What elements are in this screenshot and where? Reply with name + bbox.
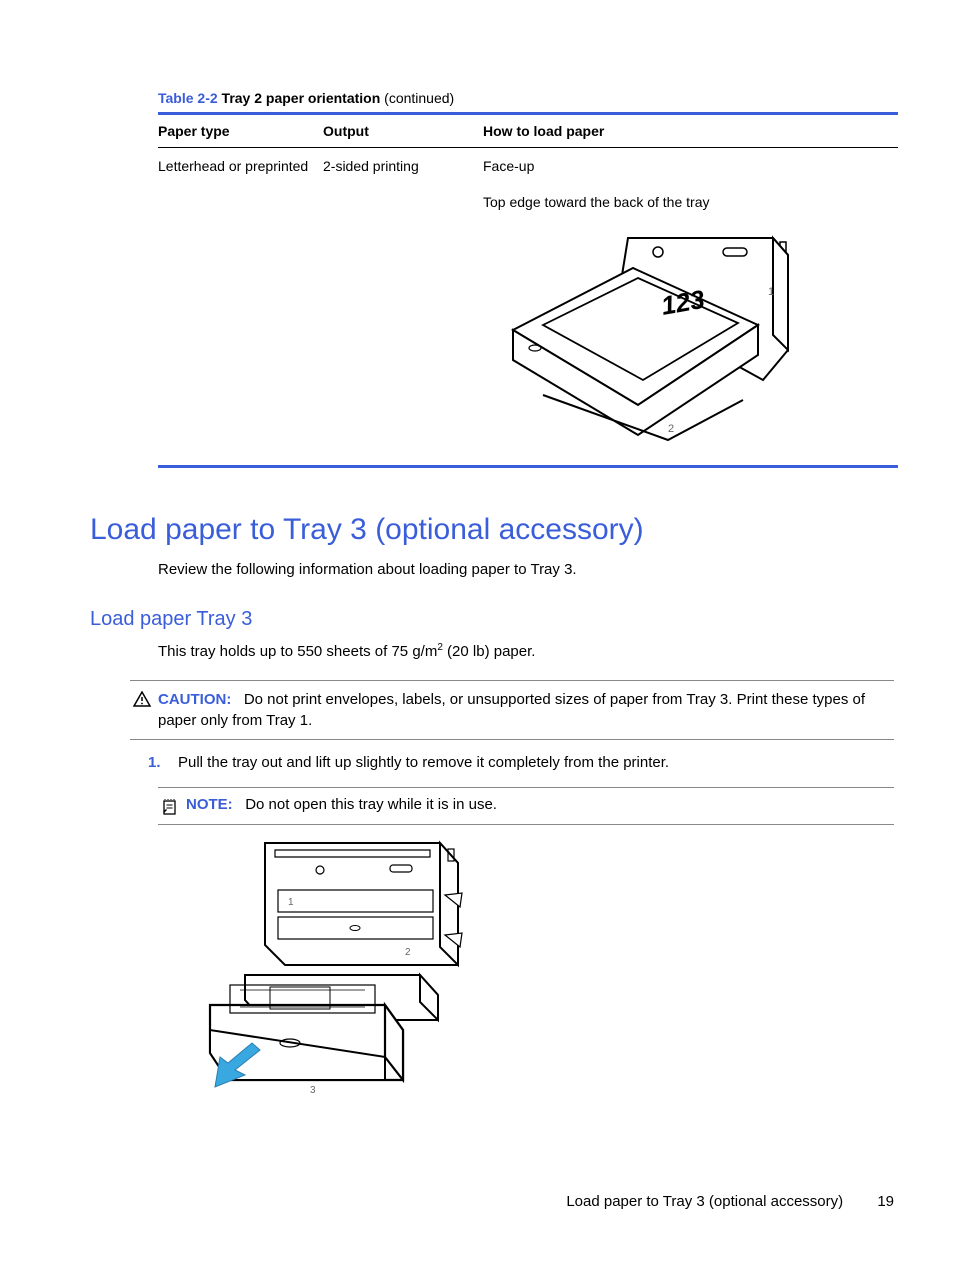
intro-text: Review the following information about l…	[158, 559, 894, 580]
howto-line2: Top edge toward the back of the tray	[483, 194, 898, 210]
page-footer: Load paper to Tray 3 (optional accessory…	[566, 1193, 894, 1210]
caution-body: CAUTION: Do not print envelopes, labels,…	[154, 689, 894, 731]
note-callout: NOTE: Do not open this tray while it is …	[158, 787, 894, 825]
caution-label: CAUTION:	[158, 691, 231, 708]
td-howto: Face-up Top edge toward the back of the …	[483, 158, 898, 445]
table-caption: Table 2-2 Tray 2 paper orientation (cont…	[158, 90, 894, 106]
heading-2: Load paper Tray 3	[90, 608, 894, 631]
step-1-number: 1.	[148, 754, 178, 771]
note-body: NOTE: Do not open this tray while it is …	[182, 796, 894, 816]
td-output: 2-sided printing	[323, 158, 483, 445]
th-howto: How to load paper	[483, 123, 898, 139]
th-paper-type: Paper type	[158, 123, 323, 139]
th-output: Output	[323, 123, 483, 139]
step-1-text: Pull the tray out and lift up slightly t…	[178, 754, 894, 771]
table-row: Letterhead or preprinted 2-sided printin…	[158, 148, 898, 465]
orientation-table: Paper type Output How to load paper Lett…	[158, 112, 898, 468]
svg-text:1: 1	[288, 897, 294, 908]
tray2-illustration: 123 1 2	[483, 220, 803, 445]
note-text: Do not open this tray while it is in use…	[245, 796, 497, 813]
caution-text: Do not print envelopes, labels, or unsup…	[158, 691, 865, 729]
heading-1: Load paper to Tray 3 (optional accessory…	[90, 513, 894, 547]
page-content: Table 2-2 Tray 2 paper orientation (cont…	[0, 0, 954, 1270]
footer-section: Load paper to Tray 3 (optional accessory…	[566, 1193, 843, 1210]
table-caption-continued: (continued)	[384, 90, 454, 106]
td-paper-type: Letterhead or preprinted	[158, 158, 323, 445]
capacity-text: This tray holds up to 550 sheets of 75 g…	[158, 641, 894, 662]
table-caption-title: Tray 2 paper orientation	[222, 90, 381, 106]
table-caption-label: Table 2-2	[158, 90, 218, 106]
footer-page-number: 19	[877, 1193, 894, 1210]
tray3-illustration: 1 2 3	[190, 835, 500, 1115]
caution-icon	[130, 689, 154, 731]
svg-text:2: 2	[405, 947, 411, 958]
note-icon	[158, 796, 182, 816]
howto-line1: Face-up	[483, 158, 898, 174]
note-label: NOTE:	[186, 796, 233, 813]
svg-text:2: 2	[668, 423, 674, 435]
caution-callout: CAUTION: Do not print envelopes, labels,…	[130, 680, 894, 740]
svg-text:1: 1	[768, 286, 774, 298]
step-1: 1. Pull the tray out and lift up slightl…	[148, 754, 894, 771]
capacity-pre: This tray holds up to 550 sheets of 75 g…	[158, 643, 437, 660]
table-header-row: Paper type Output How to load paper	[158, 115, 898, 148]
capacity-post: (20 lb) paper.	[443, 643, 536, 660]
svg-text:3: 3	[310, 1085, 316, 1096]
